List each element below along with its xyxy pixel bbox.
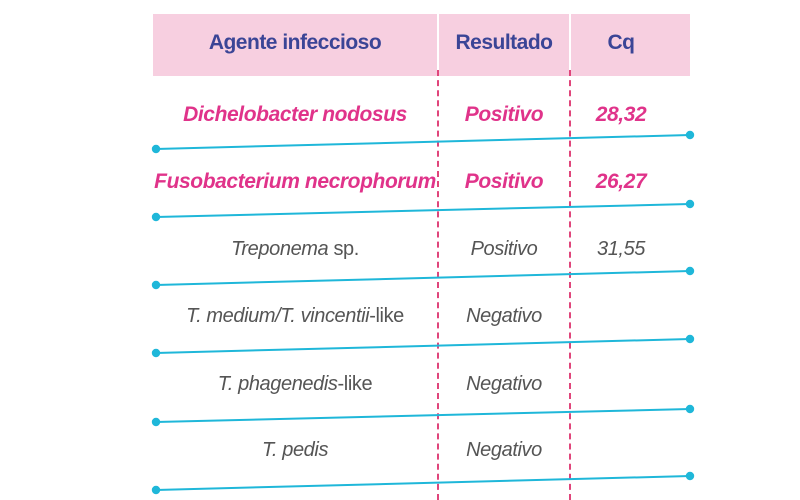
row-separator-dot <box>151 485 161 495</box>
result-cell: Positivo <box>464 103 544 126</box>
agent-cell: Treponema sp. <box>153 229 437 269</box>
cq-cell <box>571 430 671 470</box>
row-separator-dot <box>151 144 161 154</box>
row-separator-dot <box>685 404 695 414</box>
column-divider-cq <box>569 70 571 500</box>
agent-cell: Dichelobacter nodosus <box>153 95 437 135</box>
table-header <box>153 14 690 76</box>
result-cell: Negativo <box>466 373 542 395</box>
row-separator-dot <box>151 417 161 427</box>
header-divider <box>569 14 571 76</box>
agent-cell: Fusobacterium necrophorum <box>153 162 437 202</box>
result-cell: Positivo <box>464 170 544 193</box>
row-separator-line <box>155 134 691 150</box>
agent-name: Treponema <box>231 238 329 260</box>
row-separator-dot <box>685 471 695 481</box>
row-separator-dot <box>685 266 695 276</box>
row-separator-line <box>155 475 691 491</box>
result-cell: Negativo <box>466 439 542 461</box>
cq-cell: 28,32 <box>595 103 647 126</box>
result-cell: Negativo <box>466 305 542 327</box>
agent-suffix: sp. <box>328 238 359 260</box>
agent-name: Dichelobacter nodosus <box>183 103 407 126</box>
agent-cell: T. phagenedis-like <box>153 364 437 404</box>
cq-cell <box>571 364 671 404</box>
header-agent: Agente infeccioso <box>208 31 382 54</box>
cq-cell: 26,27 <box>595 170 647 193</box>
row-separator-dot <box>151 348 161 358</box>
agent-suffix: -like <box>369 305 404 327</box>
row-separator-dot <box>685 130 695 140</box>
header-cq: Cq <box>607 31 636 54</box>
cq-cell: 31,55 <box>596 238 646 260</box>
row-separator-dot <box>151 212 161 222</box>
header-result: Resultado <box>455 31 553 54</box>
row-separator-line <box>155 203 691 218</box>
row-separator-line <box>155 338 691 354</box>
row-separator-line <box>155 408 691 423</box>
cq-cell <box>571 296 671 336</box>
row-separator-dot <box>685 199 695 209</box>
agent-name: Fusobacterium necrophorum <box>154 170 436 193</box>
row-separator-dot <box>685 334 695 344</box>
header-divider <box>437 14 439 76</box>
agent-cell: T. medium/T. vincentii-like <box>153 296 437 336</box>
agent-cell: T. pedis <box>153 430 437 470</box>
agent-name: T. phagenedis <box>217 373 338 395</box>
agent-suffix: -like <box>337 373 373 395</box>
row-separator-dot <box>151 280 161 290</box>
agent-name: T. medium/T. vincentii <box>186 305 370 327</box>
row-separator-line <box>155 270 691 286</box>
column-divider-result <box>437 70 439 500</box>
agent-name: T. pedis <box>261 439 329 461</box>
result-cell: Positivo <box>470 238 538 260</box>
